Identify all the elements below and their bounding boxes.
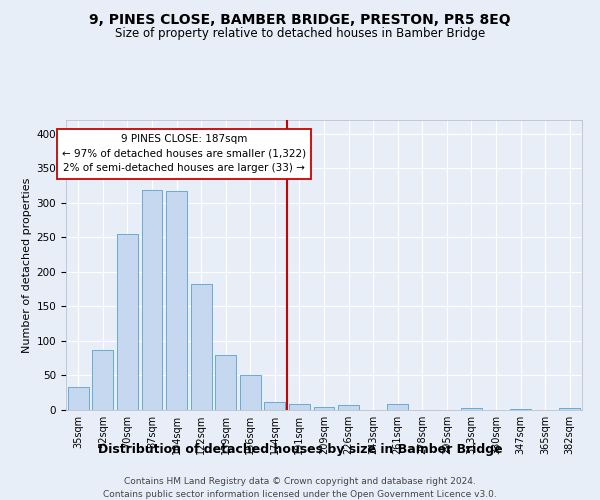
Text: Distribution of detached houses by size in Bamber Bridge: Distribution of detached houses by size … bbox=[98, 442, 502, 456]
Bar bbox=[117, 234, 138, 410]
Bar bbox=[166, 191, 187, 410]
Bar bbox=[92, 350, 113, 410]
Bar bbox=[240, 376, 261, 410]
Bar bbox=[338, 405, 359, 410]
Text: 9 PINES CLOSE: 187sqm
← 97% of detached houses are smaller (1,322)
2% of semi-de: 9 PINES CLOSE: 187sqm ← 97% of detached … bbox=[62, 134, 306, 173]
Bar bbox=[68, 387, 89, 410]
Bar bbox=[461, 408, 482, 410]
Bar bbox=[215, 356, 236, 410]
Bar bbox=[142, 190, 163, 410]
Bar bbox=[314, 406, 334, 410]
Bar bbox=[289, 404, 310, 410]
Bar bbox=[559, 408, 580, 410]
Bar bbox=[387, 404, 408, 410]
Text: 9, PINES CLOSE, BAMBER BRIDGE, PRESTON, PR5 8EQ: 9, PINES CLOSE, BAMBER BRIDGE, PRESTON, … bbox=[89, 12, 511, 26]
Y-axis label: Number of detached properties: Number of detached properties bbox=[22, 178, 32, 352]
Text: Contains HM Land Registry data © Crown copyright and database right 2024.
Contai: Contains HM Land Registry data © Crown c… bbox=[103, 478, 497, 499]
Bar bbox=[191, 284, 212, 410]
Text: Size of property relative to detached houses in Bamber Bridge: Size of property relative to detached ho… bbox=[115, 28, 485, 40]
Bar bbox=[265, 402, 286, 410]
